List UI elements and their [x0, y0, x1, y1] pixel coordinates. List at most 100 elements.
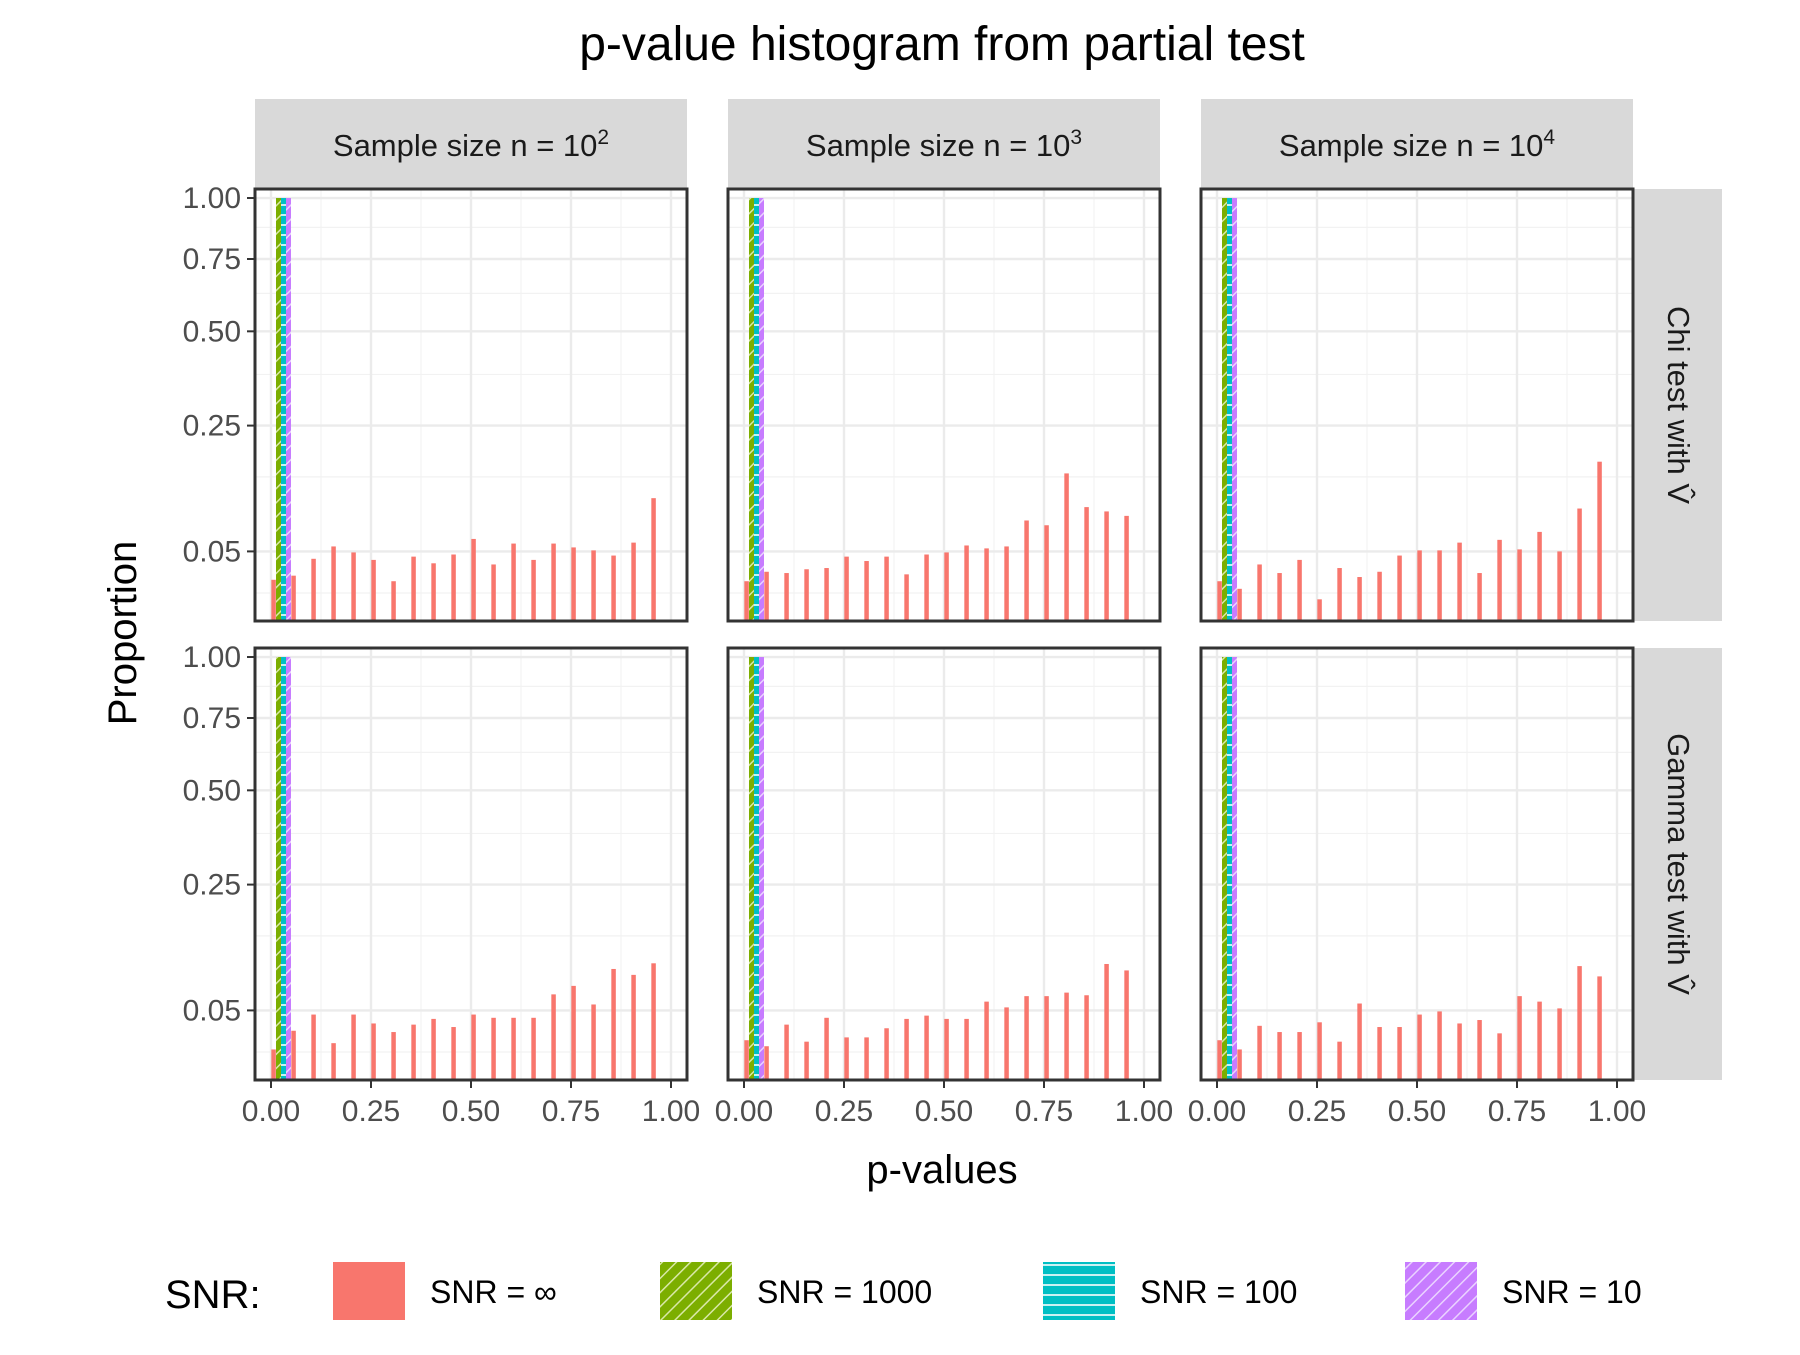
legend-item: SNR = 100	[1043, 1262, 1297, 1320]
bar-snr-inf	[491, 1017, 496, 1080]
facet-strip-label-row-1: Chi test with V̂	[1661, 306, 1697, 504]
x-tick-label: 0.75	[1015, 1095, 1073, 1128]
bar-snr-inf	[631, 542, 636, 621]
x-tick-label: 1.00	[1588, 1095, 1646, 1128]
bar-snr-inf	[984, 1001, 989, 1080]
bar-snr-inf	[571, 985, 576, 1080]
bar-snr-inf	[1237, 1049, 1242, 1080]
bar-snr-inf	[944, 552, 949, 621]
bar-snr-inf	[1317, 599, 1322, 621]
bar-snr-inf	[824, 568, 829, 621]
bar-snr-inf	[451, 554, 456, 621]
bar-snr-inf	[884, 1028, 889, 1080]
bar-snr-inf	[331, 1043, 336, 1080]
facet-strip-label-col-2: Sample size n = 103	[806, 126, 1082, 163]
bar-snr-100	[1227, 657, 1232, 1080]
x-tick-label: 0.50	[442, 1095, 500, 1128]
bar-snr-inf	[1257, 564, 1262, 621]
y-tick-label: 0.05	[183, 535, 241, 568]
bar-snr-inf	[924, 1015, 929, 1080]
legend-items: SNR = ∞ SNR = 1000 SNR = 100 SNR = 10	[333, 1262, 1642, 1320]
bar-snr-1000	[749, 198, 754, 622]
legend-key	[660, 1262, 732, 1320]
bar-snr-inf	[611, 968, 616, 1080]
y-tick-label: 1.00	[183, 182, 241, 215]
x-tick-label: 0.50	[915, 1095, 973, 1128]
bar-snr-inf	[351, 552, 356, 621]
bar-snr-inf	[1277, 1032, 1282, 1080]
bar-snr-inf	[964, 545, 969, 621]
bar-snr-10	[1232, 657, 1237, 1080]
bar-snr-inf	[351, 1014, 356, 1080]
bar-snr-inf	[291, 1030, 296, 1080]
bar-snr-inf	[1337, 568, 1342, 621]
bar-snr-inf	[1357, 577, 1362, 621]
bar-snr-inf	[1557, 1008, 1562, 1080]
facet-strip-label-row-2: Gamma test with V̂	[1661, 733, 1697, 995]
legend-label: SNR = 10	[1502, 1274, 1642, 1310]
x-tick-label: 0.25	[1288, 1095, 1346, 1128]
bar-snr-inf	[431, 1018, 436, 1080]
bar-snr-inf	[1297, 1032, 1302, 1080]
bar-snr-inf	[844, 556, 849, 621]
legend-key	[1405, 1262, 1477, 1320]
bar-snr-inf	[844, 1037, 849, 1080]
bar-snr-1000	[276, 198, 281, 622]
y-tick-label: 0.05	[183, 994, 241, 1027]
bar-snr-inf	[1104, 511, 1109, 621]
chart-title: p-value histogram from partial test	[579, 18, 1305, 71]
bar-snr-inf	[1064, 992, 1069, 1080]
x-axis-label: p-values	[866, 1148, 1017, 1192]
bar-snr-inf	[1104, 963, 1109, 1080]
panel-6: 0.00 0.25 0.50 0.75 1.00	[1188, 646, 1646, 1128]
bar-snr-inf	[904, 574, 909, 621]
bar-snr-inf	[1577, 966, 1582, 1080]
bar-snr-inf	[1377, 1027, 1382, 1080]
bar-snr-inf	[271, 579, 276, 621]
bar-snr-inf	[1217, 1040, 1222, 1080]
bar-snr-inf	[1064, 473, 1069, 621]
legend-key	[333, 1262, 405, 1320]
bar-snr-inf	[1557, 551, 1562, 621]
bar-snr-inf	[884, 556, 889, 621]
bar-snr-inf	[411, 1024, 416, 1080]
bar-snr-inf	[764, 571, 769, 621]
facet-strip-col-2	[728, 99, 1160, 189]
facet-strip-col-3	[1201, 99, 1633, 189]
legend-label: SNR = 100	[1140, 1274, 1297, 1310]
bar-snr-inf	[804, 569, 809, 621]
x-tick-label: 0.25	[342, 1095, 400, 1128]
panel-border	[253, 187, 689, 623]
bar-snr-inf	[784, 573, 789, 621]
bar-snr-inf	[1024, 996, 1029, 1080]
bar-snr-inf	[824, 1017, 829, 1080]
bar-snr-inf	[1257, 1025, 1262, 1080]
bar-snr-100	[281, 198, 286, 622]
bar-snr-inf	[744, 581, 749, 621]
bar-snr-inf	[591, 1004, 596, 1080]
bar-snr-inf	[1597, 976, 1602, 1080]
bar-snr-inf	[1337, 1041, 1342, 1080]
bar-snr-inf	[551, 994, 556, 1080]
bar-snr-10	[759, 657, 764, 1080]
bar-snr-inf	[944, 1018, 949, 1080]
bar-snr-inf	[864, 561, 869, 621]
bar-snr-inf	[744, 1040, 749, 1080]
x-tick-label: 0.75	[1488, 1095, 1546, 1128]
bar-snr-inf	[1237, 588, 1242, 621]
panel-4: 1.00 0.75 0.50 0.25 0.05 0.00 0.25 0.50 0.75 1.00	[183, 641, 701, 1128]
x-tick-label: 0.00	[715, 1095, 773, 1128]
bar-snr-inf	[531, 559, 536, 621]
bar-snr-inf	[551, 543, 556, 621]
bar-snr-inf	[411, 556, 416, 621]
bar-snr-inf	[311, 558, 316, 621]
bar-snr-inf	[1024, 520, 1029, 621]
bar-snr-1000	[1222, 198, 1227, 622]
bar-snr-inf	[391, 1032, 396, 1080]
bar-snr-inf	[1577, 508, 1582, 621]
bar-snr-inf	[431, 563, 436, 621]
bar-snr-inf	[904, 1018, 909, 1080]
x-tick-label: 1.00	[642, 1095, 700, 1128]
facet-strip-row-1	[1633, 189, 1722, 621]
